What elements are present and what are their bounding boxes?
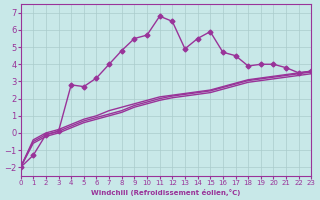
X-axis label: Windchill (Refroidissement éolien,°C): Windchill (Refroidissement éolien,°C)	[91, 189, 241, 196]
